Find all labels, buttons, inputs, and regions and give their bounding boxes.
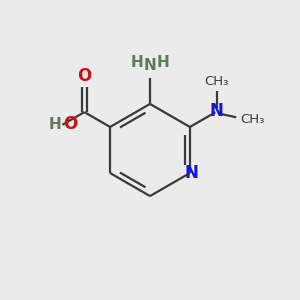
Text: N: N xyxy=(210,102,224,120)
Text: O: O xyxy=(63,115,77,133)
Text: N: N xyxy=(144,58,156,73)
Text: H: H xyxy=(130,55,143,70)
Text: N: N xyxy=(184,164,198,182)
Text: CH₃: CH₃ xyxy=(241,113,265,126)
Text: H: H xyxy=(157,55,170,70)
Text: H: H xyxy=(48,117,61,132)
Text: O: O xyxy=(77,67,92,85)
Text: CH₃: CH₃ xyxy=(205,75,229,88)
